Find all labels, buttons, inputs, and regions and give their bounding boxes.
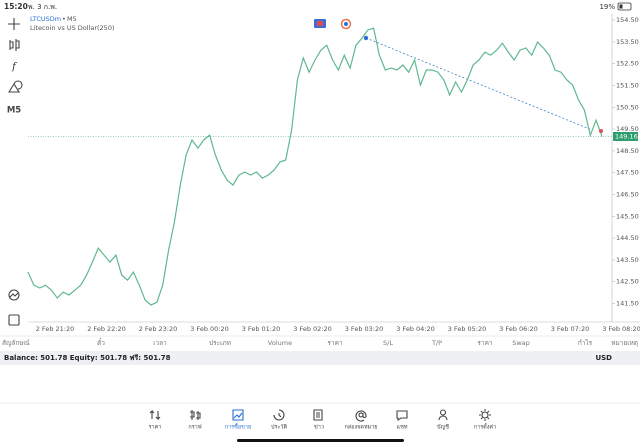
battery-icon xyxy=(617,2,632,11)
y-tick-label: 144.50 xyxy=(616,234,639,242)
tab-icon[interactable] xyxy=(313,409,323,421)
current-price-box xyxy=(613,132,638,142)
zoom-icon xyxy=(9,292,19,298)
tab-label[interactable]: การตั้งค่า xyxy=(474,423,496,431)
y-tick-label: 152.50 xyxy=(616,60,639,68)
tab-label[interactable]: ข่าว xyxy=(314,425,324,431)
tab-icon[interactable] xyxy=(149,409,161,421)
trendline xyxy=(365,37,593,131)
x-tick-label: 2 Feb 21:20 xyxy=(36,325,75,333)
status-date: พ. 3 ก.พ. xyxy=(28,3,57,11)
account-currency: USD xyxy=(595,354,612,362)
y-tick-label: 151.50 xyxy=(616,81,639,89)
toolbar: f M5 xyxy=(7,18,23,326)
period-button[interactable]: M5 xyxy=(7,106,21,116)
tab-label[interactable]: ประวัติ xyxy=(271,424,287,431)
y-tick-label: 141.50 xyxy=(616,299,639,307)
tab-icon[interactable] xyxy=(190,410,201,420)
x-tick-label: 3 Feb 08:20 xyxy=(602,325,640,333)
account-summary: Balance: 501.78 Equity: 501.78 ฟรี: 501.… xyxy=(4,354,171,362)
status-time: 15:20 xyxy=(4,2,28,11)
column-header: ราคา xyxy=(477,339,492,347)
column-header: สัญลักษณ์ xyxy=(2,339,30,347)
x-tick-label: 3 Feb 05:20 xyxy=(448,325,487,333)
y-tick-label: 142.50 xyxy=(616,278,639,286)
battery-level: 19% xyxy=(599,3,615,11)
tab-label[interactable]: แชท xyxy=(397,424,408,431)
column-header: ตั๋ว xyxy=(97,338,105,347)
table-header: สัญลักษณ์ ตั๋ว เวลา ประเภท Volume ราคา S/L T/P ร… xyxy=(2,338,638,347)
y-tick-label: 149.50 xyxy=(616,125,639,133)
x-tick-label: 2 Feb 22:20 xyxy=(87,325,126,333)
objects-tool[interactable] xyxy=(8,80,23,93)
x-tick-label: 3 Feb 06:20 xyxy=(499,325,538,333)
account-row xyxy=(0,351,640,365)
x-tick-label: 3 Feb 03:20 xyxy=(345,325,384,333)
column-header: ประเภท xyxy=(209,339,231,347)
tab-label[interactable]: การซื้อขาย xyxy=(225,423,251,431)
y-tick-label: 148.50 xyxy=(616,147,639,155)
y-tick-label: 145.50 xyxy=(616,212,639,220)
column-header: หมายเหตุ xyxy=(611,339,638,347)
x-tick-label: 3 Feb 07:20 xyxy=(551,325,590,333)
current-price-label: 149.16 xyxy=(615,133,638,141)
tab-label[interactable]: บัญชี xyxy=(437,424,449,431)
tab-icon[interactable] xyxy=(438,409,448,421)
tab-label[interactable]: กล่องจดหมาย xyxy=(344,425,377,431)
x-tick-label: 3 Feb 00:20 xyxy=(190,325,229,333)
column-header: กำไร xyxy=(578,339,593,347)
tab-label[interactable]: ราคา xyxy=(149,425,162,431)
y-tick-label: 146.50 xyxy=(616,190,639,198)
buy-button[interactable] xyxy=(340,18,352,30)
x-tick-label: 3 Feb 02:20 xyxy=(293,325,332,333)
screenshot-tool[interactable] xyxy=(8,314,20,326)
column-header: ราคา xyxy=(327,339,342,347)
tab-bar: ราคา กราฟ การซื้อขาย ประวัติ ข่าว กล่องจดหมาย… xyxy=(149,409,496,431)
tab-icon[interactable] xyxy=(479,409,491,421)
x-tick-label: 2 Feb 23:20 xyxy=(139,325,178,333)
function-tool[interactable]: f xyxy=(11,62,18,73)
y-tick-label: 154.50 xyxy=(616,16,639,24)
chart-bullet: • xyxy=(62,15,66,23)
trendline-handle[interactable] xyxy=(363,35,369,41)
tab-icon[interactable] xyxy=(273,409,285,421)
column-header: Volume xyxy=(268,339,292,347)
order-marker xyxy=(599,129,603,133)
x-tick-label: 3 Feb 04:20 xyxy=(396,325,435,333)
plot: 154.50 153.50 152.50 151.50 150.50 149.50 148.… xyxy=(27,16,640,333)
y-tick-label: 153.50 xyxy=(616,38,639,46)
chart-symbol: LTCUSDm xyxy=(30,15,61,23)
battery-fill xyxy=(619,4,623,9)
x-tick-label: 3 Feb 01:20 xyxy=(242,325,281,333)
chart-period: M5 xyxy=(67,15,77,23)
chart-description: Litecoin vs US Dollar(250) xyxy=(30,24,115,32)
y-tick-label: 143.50 xyxy=(616,256,639,264)
sell-icon xyxy=(317,21,323,26)
column-header: Swap xyxy=(512,339,530,347)
tab-icon[interactable] xyxy=(396,410,408,422)
tab-icon[interactable] xyxy=(232,409,244,421)
column-header: เวลา xyxy=(153,339,167,347)
indicator-tool[interactable] xyxy=(9,39,20,51)
tab-label[interactable]: กราฟ xyxy=(188,424,201,431)
price-line xyxy=(27,27,603,306)
zoom-tool[interactable] xyxy=(8,289,20,301)
column-header: S/L xyxy=(383,339,393,347)
y-tick-label: 147.50 xyxy=(616,169,639,177)
home-indicator xyxy=(237,439,404,442)
y-tick-label: 150.50 xyxy=(616,103,639,111)
column-header: T/P xyxy=(431,339,442,347)
tab-icon[interactable] xyxy=(355,410,367,422)
crosshair-tool[interactable] xyxy=(8,18,20,30)
buy-icon xyxy=(344,22,348,26)
